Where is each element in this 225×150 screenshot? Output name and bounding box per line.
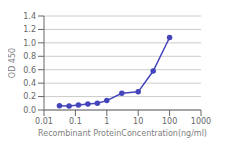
svg-text:0.0: 0.0 (23, 106, 36, 115)
svg-text:Recombinant ProteinConcentrati: Recombinant ProteinConcentration(ng/ml) (38, 129, 207, 138)
svg-text:0.4: 0.4 (23, 79, 36, 88)
svg-text:1.0: 1.0 (23, 39, 36, 48)
svg-text:10: 10 (133, 117, 143, 126)
svg-text:0.2: 0.2 (23, 92, 36, 101)
svg-text:OD 450: OD 450 (8, 48, 17, 78)
svg-text:1.4: 1.4 (23, 12, 36, 21)
svg-text:0.8: 0.8 (23, 52, 36, 61)
svg-text:0.1: 0.1 (69, 117, 82, 126)
svg-text:1.2: 1.2 (23, 25, 36, 34)
svg-text:1000: 1000 (191, 117, 211, 126)
svg-text:0.6: 0.6 (23, 66, 36, 75)
svg-text:0.01: 0.01 (35, 117, 53, 126)
svg-text:100: 100 (162, 117, 177, 126)
svg-text:1: 1 (104, 117, 109, 126)
